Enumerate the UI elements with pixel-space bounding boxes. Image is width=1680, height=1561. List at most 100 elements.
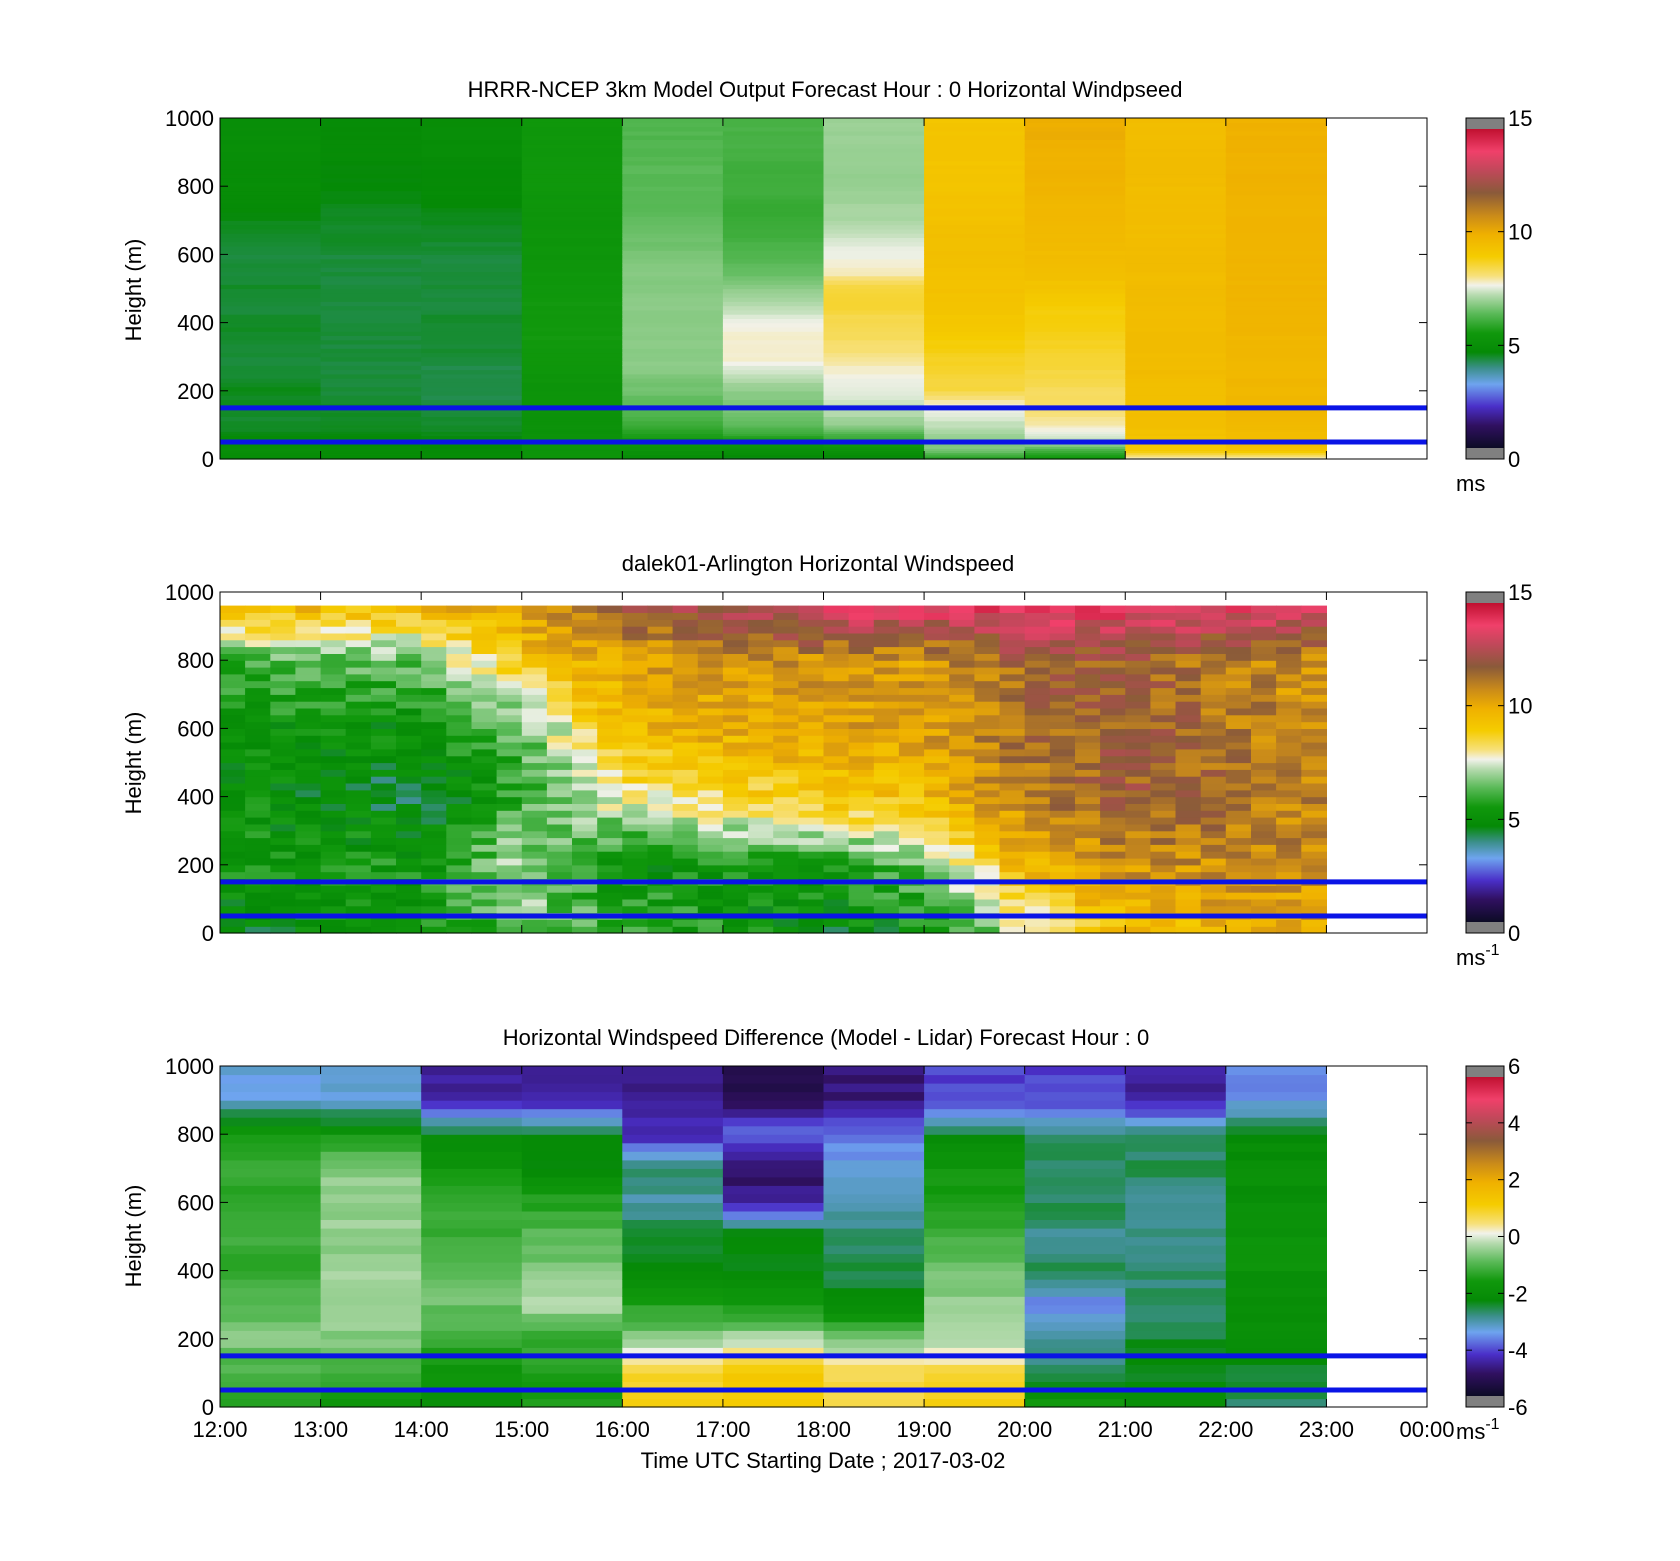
colorbar-tick-label: 10 <box>1508 220 1532 245</box>
heatmap-cell <box>722 1313 825 1323</box>
heatmap-cell <box>848 605 875 613</box>
heatmap-cell <box>672 632 699 641</box>
heatmap-cell <box>320 1193 422 1203</box>
heatmap-cell <box>1024 446 1126 449</box>
heatmap-cell <box>622 619 648 627</box>
heatmap-cell <box>320 1202 422 1212</box>
heatmap-cell <box>320 373 422 379</box>
heatmap-cell <box>1225 356 1327 362</box>
heatmap-cell <box>622 762 648 770</box>
heatmap-cell <box>823 1108 925 1118</box>
heatmap-cell <box>320 309 422 315</box>
heatmap-cell <box>1225 284 1327 290</box>
colorbar-tick-label: 10 <box>1508 694 1532 719</box>
heatmap-cell <box>949 632 975 641</box>
panel-difference-cells <box>220 1066 1327 1408</box>
heatmap-cell <box>1251 885 1277 893</box>
heatmap-cell <box>597 605 623 613</box>
heatmap-cell <box>1200 694 1227 702</box>
heatmap-cell <box>798 728 825 736</box>
heatmap-cell <box>1024 707 1051 716</box>
heatmap-cell <box>924 667 950 675</box>
heatmap-cell <box>1276 619 1302 627</box>
heatmap-cell <box>722 694 749 702</box>
heatmap-cell <box>924 1279 1026 1289</box>
heatmap-cell <box>1175 714 1202 723</box>
heatmap-cell <box>823 122 925 128</box>
heatmap-cell <box>622 301 724 307</box>
heatmap-cell <box>1225 701 1252 709</box>
heatmap-cell <box>697 789 724 798</box>
heatmap-cell <box>320 288 422 294</box>
heatmap-cell <box>345 680 372 689</box>
heatmap-cell <box>924 1262 1026 1272</box>
heatmap-cell <box>1024 147 1126 153</box>
heatmap-cell <box>1200 858 1227 866</box>
heatmap-cell <box>220 1202 322 1212</box>
heatmap-cell <box>572 701 598 709</box>
heatmap-cell <box>345 639 372 648</box>
heatmap-cell <box>1049 926 1076 934</box>
heatmap-cell <box>521 776 548 784</box>
heatmap-cell <box>773 735 799 743</box>
heatmap-cell <box>1225 386 1327 392</box>
heatmap-cell <box>521 626 548 634</box>
heatmap-cell <box>798 817 825 825</box>
heatmap-cell <box>999 776 1026 784</box>
heatmap-cell <box>672 687 699 695</box>
heatmap-cell <box>1301 762 1327 770</box>
heatmap-cell <box>722 1338 825 1348</box>
heatmap-cell <box>1175 844 1202 852</box>
heatmap-cell <box>1225 160 1327 166</box>
heatmap-cell <box>597 728 623 736</box>
heatmap-cell <box>320 1279 422 1289</box>
heatmap-cell <box>521 701 548 709</box>
heatmap-cell <box>924 1364 1026 1374</box>
heatmap-cell <box>722 254 825 260</box>
heatmap-cell <box>245 632 271 641</box>
heatmap-cell <box>521 130 623 136</box>
heatmap-cell <box>521 152 623 157</box>
heatmap-cell <box>370 694 397 702</box>
heatmap-cell <box>572 892 598 900</box>
heatmap-cell <box>370 851 397 859</box>
heatmap-cell <box>1024 803 1051 811</box>
heatmap-cell <box>270 721 296 729</box>
heatmap-cell <box>1251 653 1277 661</box>
heatmap-cell <box>823 1279 925 1289</box>
heatmap-cell <box>722 810 749 818</box>
heatmap-cell <box>622 714 648 723</box>
heatmap-cell <box>1150 673 1177 682</box>
heatmap-cell <box>1075 892 1101 900</box>
heatmap-cell <box>722 1108 825 1118</box>
heatmap-cell <box>1049 871 1076 879</box>
heatmap-cell <box>345 694 372 702</box>
heatmap-cell <box>622 194 724 200</box>
heatmap-cell <box>924 680 950 689</box>
heatmap-cell <box>220 348 322 354</box>
heatmap-cell <box>572 632 598 641</box>
heatmap-cell <box>722 444 825 447</box>
heatmap-cell <box>496 789 523 798</box>
heatmap-cell <box>345 796 372 804</box>
heatmap-cell <box>1024 898 1051 907</box>
heatmap-cell <box>471 707 498 716</box>
heatmap-cell <box>370 605 397 613</box>
heatmap-cell <box>446 639 472 648</box>
heatmap-cell <box>1125 399 1227 405</box>
heatmap-cell <box>270 844 296 852</box>
heatmap-cell <box>672 653 699 661</box>
heatmap-cell <box>1225 169 1327 175</box>
heatmap-cell <box>1150 776 1177 784</box>
heatmap-cell <box>1100 830 1126 839</box>
heatmap-cell <box>697 871 724 879</box>
heatmap-cell <box>1251 646 1277 654</box>
heatmap-cell <box>873 694 900 702</box>
heatmap-cell <box>295 851 322 859</box>
heatmap-cell <box>1075 844 1101 852</box>
heatmap-cell <box>446 612 472 620</box>
heatmap-cell <box>1125 646 1151 654</box>
heatmap-cell <box>220 378 322 383</box>
heatmap-cell <box>1125 288 1227 294</box>
heatmap-cell <box>672 871 699 879</box>
